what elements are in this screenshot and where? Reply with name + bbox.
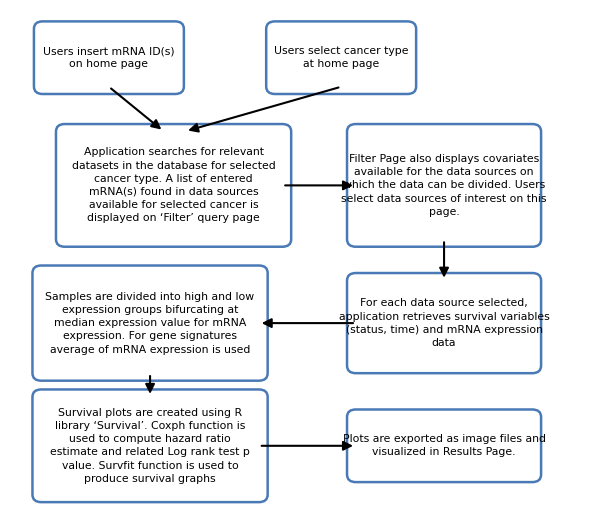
Text: Users insert mRNA ID(s)
on home page: Users insert mRNA ID(s) on home page [43,46,175,69]
Text: Users select cancer type
at home page: Users select cancer type at home page [274,46,409,69]
Text: Filter Page also displays covariates
available for the data sources on
which the: Filter Page also displays covariates ava… [341,154,547,217]
FancyBboxPatch shape [347,409,541,482]
Text: Survival plots are created using R
library ‘Survival’. Coxph function is
used to: Survival plots are created using R libra… [50,408,250,484]
FancyBboxPatch shape [347,124,541,247]
FancyBboxPatch shape [34,21,184,94]
Text: For each data source selected,
application retrieves survival variables
(status,: For each data source selected, applicati… [338,298,550,348]
FancyBboxPatch shape [56,124,291,247]
FancyBboxPatch shape [32,266,268,381]
FancyBboxPatch shape [347,273,541,373]
FancyBboxPatch shape [32,389,268,502]
FancyBboxPatch shape [266,21,416,94]
Text: Samples are divided into high and low
expression groups bifurcating at
median ex: Samples are divided into high and low ex… [46,292,254,355]
Text: Application searches for relevant
datasets in the database for selected
cancer t: Application searches for relevant datase… [72,147,275,223]
Text: Plots are exported as image files and
visualized in Results Page.: Plots are exported as image files and vi… [343,434,545,457]
